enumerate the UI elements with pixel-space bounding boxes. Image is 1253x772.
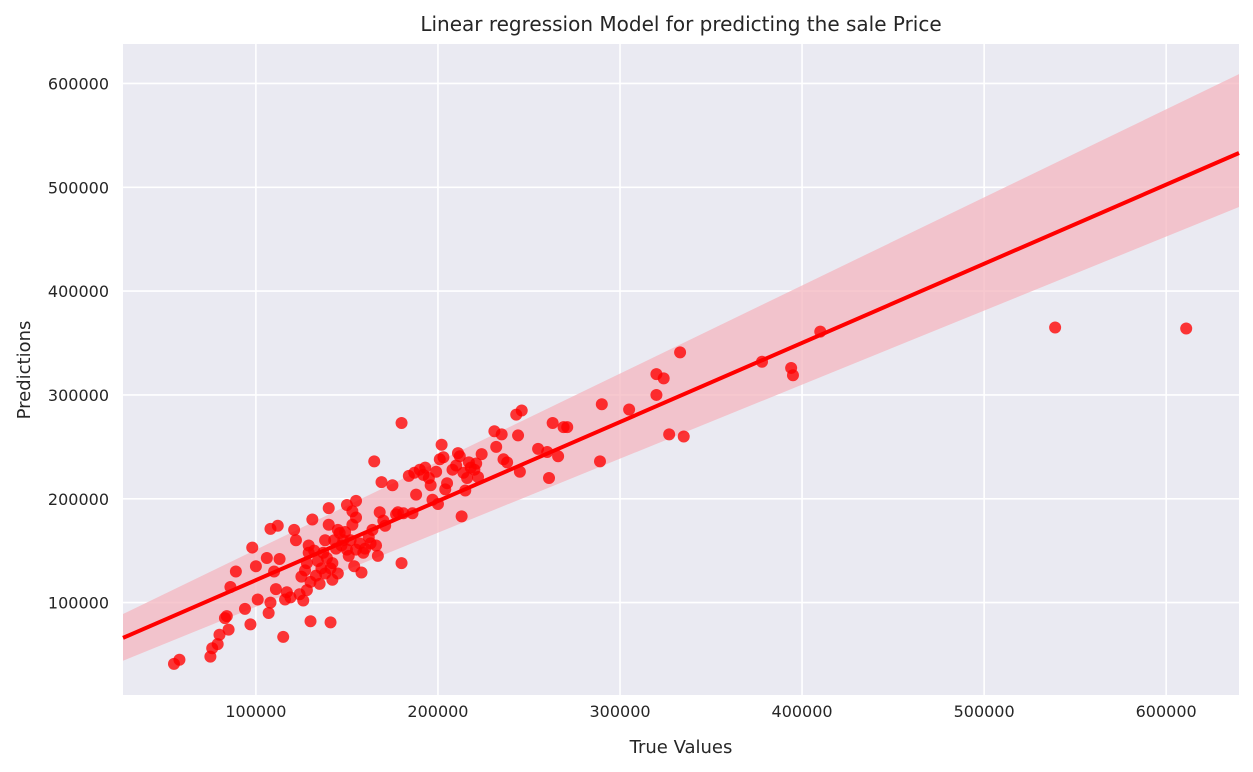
data-point bbox=[271, 519, 284, 532]
data-point bbox=[386, 479, 399, 492]
data-point bbox=[246, 541, 259, 554]
data-point bbox=[395, 557, 408, 570]
data-point bbox=[368, 455, 381, 468]
data-point bbox=[322, 502, 335, 515]
data-point bbox=[455, 510, 468, 523]
data-point bbox=[470, 457, 483, 470]
data-point bbox=[260, 551, 273, 564]
data-point bbox=[222, 623, 235, 636]
data-point bbox=[244, 618, 257, 631]
data-point bbox=[657, 372, 670, 385]
data-point bbox=[331, 567, 344, 580]
data-point bbox=[435, 438, 448, 451]
x-tick-label: 100000 bbox=[225, 702, 286, 721]
data-point bbox=[472, 470, 485, 483]
data-point bbox=[546, 416, 559, 429]
data-point bbox=[674, 346, 687, 359]
x-tick-label: 400000 bbox=[772, 702, 833, 721]
data-point bbox=[561, 421, 574, 434]
x-tick-label: 300000 bbox=[589, 702, 650, 721]
x-tick-labels: 100000 200000 300000 400000 500000 600000 bbox=[225, 702, 1196, 721]
data-point bbox=[264, 596, 277, 609]
data-point bbox=[441, 477, 454, 490]
data-point bbox=[461, 472, 474, 484]
data-point bbox=[350, 494, 363, 507]
y-axis-label: Predictions bbox=[14, 321, 35, 420]
data-point bbox=[532, 442, 545, 455]
y-tick-label: 500000 bbox=[48, 178, 109, 197]
data-point bbox=[453, 450, 466, 463]
data-point bbox=[297, 594, 310, 607]
data-point bbox=[306, 513, 319, 526]
scatter-points bbox=[167, 321, 1193, 670]
data-point bbox=[220, 610, 233, 623]
data-point bbox=[395, 416, 408, 429]
chart-title: Linear regression Model for predicting t… bbox=[420, 12, 941, 36]
data-point bbox=[1049, 321, 1062, 334]
regression-line bbox=[122, 151, 1240, 640]
data-point bbox=[304, 615, 317, 628]
x-tick-label: 500000 bbox=[954, 702, 1015, 721]
y-tick-label: 100000 bbox=[48, 594, 109, 613]
data-point bbox=[552, 450, 565, 463]
data-point bbox=[313, 577, 326, 590]
y-tick-label: 600000 bbox=[48, 74, 109, 93]
data-point bbox=[419, 461, 432, 474]
data-point bbox=[501, 456, 514, 469]
data-point bbox=[173, 653, 186, 666]
data-point bbox=[319, 534, 332, 547]
data-point bbox=[355, 566, 368, 579]
data-point bbox=[543, 472, 556, 484]
data-point bbox=[322, 518, 335, 531]
data-point bbox=[786, 369, 799, 382]
data-point bbox=[229, 565, 242, 578]
x-axis-label: True Values bbox=[629, 737, 733, 758]
data-point bbox=[284, 591, 297, 604]
data-point bbox=[288, 523, 301, 536]
data-point bbox=[650, 388, 663, 401]
y-tick-labels: 100000 200000 300000 400000 500000 600000 bbox=[48, 74, 109, 612]
data-point bbox=[595, 398, 608, 411]
data-point bbox=[238, 602, 251, 615]
data-point bbox=[211, 638, 224, 651]
data-point bbox=[350, 511, 363, 524]
data-point bbox=[450, 459, 463, 472]
data-point bbox=[249, 560, 262, 573]
data-point bbox=[326, 557, 339, 570]
data-point bbox=[677, 430, 690, 443]
data-point bbox=[495, 428, 508, 441]
data-point bbox=[424, 479, 437, 492]
data-point bbox=[262, 606, 275, 619]
data-point bbox=[512, 429, 525, 442]
data-point bbox=[490, 440, 503, 453]
data-point bbox=[593, 455, 606, 468]
data-point bbox=[515, 404, 528, 417]
data-point bbox=[277, 630, 290, 643]
data-point bbox=[475, 448, 488, 461]
data-point bbox=[269, 583, 282, 596]
y-tick-label: 300000 bbox=[48, 386, 109, 405]
data-point bbox=[273, 552, 286, 565]
data-point bbox=[251, 593, 264, 606]
y-tick-label: 400000 bbox=[48, 282, 109, 301]
data-point bbox=[289, 534, 302, 547]
data-point bbox=[430, 465, 443, 478]
data-point bbox=[370, 539, 383, 552]
y-tick-label: 200000 bbox=[48, 490, 109, 509]
data-point bbox=[1180, 322, 1193, 335]
data-point bbox=[410, 488, 423, 501]
data-point bbox=[375, 476, 388, 489]
data-point bbox=[371, 549, 384, 562]
x-tick-label: 600000 bbox=[1136, 702, 1197, 721]
data-point bbox=[437, 451, 450, 464]
data-point bbox=[324, 616, 337, 629]
data-point bbox=[623, 403, 636, 416]
data-point bbox=[663, 428, 676, 441]
x-tick-label: 200000 bbox=[407, 702, 468, 721]
data-point bbox=[213, 628, 226, 641]
